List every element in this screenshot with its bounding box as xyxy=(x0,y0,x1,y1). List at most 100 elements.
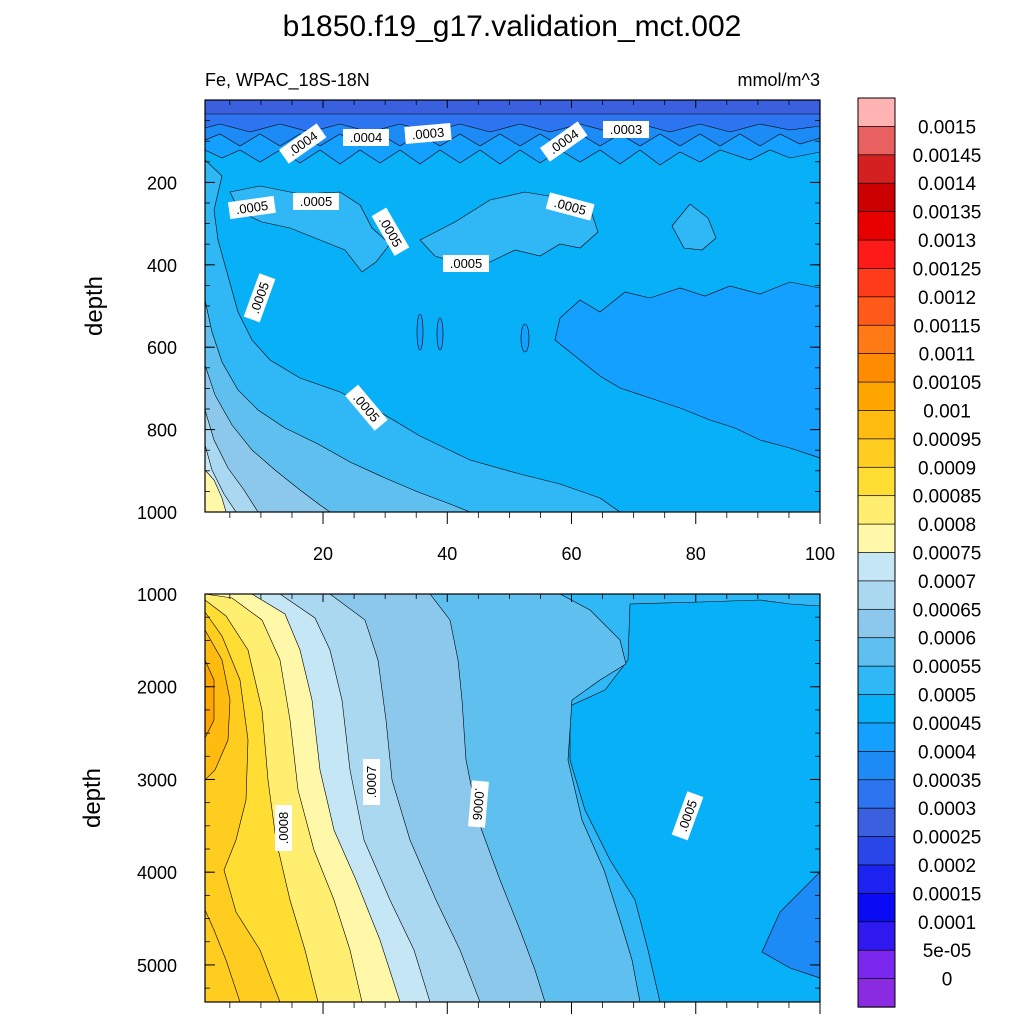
contour-label-box xyxy=(343,129,389,146)
contour-line xyxy=(205,909,241,1002)
bottom-panel-fills xyxy=(205,594,820,1002)
colorbar-swatch xyxy=(857,296,896,326)
contour-label-box xyxy=(603,121,649,138)
contour-label: .0005 xyxy=(545,192,595,221)
colorbar-swatch xyxy=(857,495,896,525)
contour-label: .0003 xyxy=(404,123,452,144)
colorbar-label: 0.0008 xyxy=(918,515,976,536)
colorbar-label: 0.0015 xyxy=(918,117,976,138)
fill-region xyxy=(205,299,471,512)
colorbar-swatch xyxy=(857,239,896,270)
colorbar-swatch xyxy=(857,182,896,213)
x-tick-label: 40 xyxy=(437,544,457,564)
top-panel-ylabel: depth xyxy=(81,276,108,336)
colorbar-label: 5e-05 xyxy=(923,941,972,962)
colorbar-label: 0.0006 xyxy=(918,629,976,650)
contour-label-box xyxy=(539,121,588,162)
contour-label-text: .0005 xyxy=(235,198,269,217)
colorbar-label: 0.00085 xyxy=(913,487,982,508)
top-contour-labels: .0004.0004.0003.0004.0003.0005.0005.0005… xyxy=(227,121,649,431)
y-tick-label: 4000 xyxy=(137,863,177,883)
colorbar-label: 0.0004 xyxy=(918,742,977,763)
contour-label-box xyxy=(345,384,388,431)
colorbar-swatch xyxy=(857,211,896,241)
colorbar: 0.0015 0.00145 0.0014 0.00135 0.0013 0.00125 0… xyxy=(857,97,982,1008)
colorbar-label: 0.0002 xyxy=(918,856,976,877)
fill-region xyxy=(205,629,231,781)
x-tick-label: 20 xyxy=(313,544,333,564)
top-panel-ticks: 200 400 600 800 1000 20 40 60 80 100 xyxy=(137,99,835,564)
colorbar-label: 0.0012 xyxy=(918,288,976,309)
contour-label-box xyxy=(468,780,489,828)
colorbar-swatch xyxy=(857,750,896,781)
colorbar-label: 0.0005 xyxy=(918,686,976,707)
contour-label-box xyxy=(443,255,489,272)
contour-label: .0003 xyxy=(603,121,649,138)
colorbar-swatch xyxy=(857,126,896,156)
bottom-panel-ticks: 1000 2000 3000 4000 5000 xyxy=(137,585,821,1014)
contour-label-box xyxy=(363,759,380,805)
x-tick-label: 60 xyxy=(561,544,581,564)
contour-label-box xyxy=(404,123,452,144)
colorbar-swatch xyxy=(857,268,896,298)
contour-label-box xyxy=(545,192,595,221)
bottom-panel-frame xyxy=(204,593,821,1003)
colorbar-label: 0.0009 xyxy=(918,458,976,479)
contour-label-text: .0003 xyxy=(610,122,643,137)
contour-label-text: .0008 xyxy=(276,812,291,845)
colorbar-swatch xyxy=(857,893,896,923)
contour-label: .0004 xyxy=(278,123,327,164)
contour-line xyxy=(436,317,444,351)
contour-label-text: .0006 xyxy=(470,787,488,821)
colorbar-swatch xyxy=(857,580,896,610)
top-panel-fills xyxy=(205,100,820,512)
contour-label: .0005 xyxy=(293,193,339,210)
colorbar-label: 0.00105 xyxy=(913,373,982,394)
colorbar-label: 0.0003 xyxy=(918,799,976,820)
colorbar-swatch xyxy=(857,381,896,412)
contour-label-box xyxy=(243,273,276,323)
contour-label-text: .0004 xyxy=(350,130,383,145)
colorbar-swatch xyxy=(857,608,896,639)
contour-label: .0006 xyxy=(468,780,489,828)
y-tick-label: 3000 xyxy=(137,770,177,790)
colorbar-label: 0.00145 xyxy=(913,146,982,167)
fill-region xyxy=(671,203,717,251)
fill-region xyxy=(205,469,227,512)
variable-subtitle: Fe, WPAC_18S-18N xyxy=(205,70,370,91)
contour-label: .0005 xyxy=(443,255,489,272)
colorbar-label: 0.00095 xyxy=(913,430,982,451)
colorbar-frame xyxy=(857,97,896,1008)
colorbar-label: 0.00015 xyxy=(913,884,982,905)
colorbar-swatch xyxy=(857,438,896,468)
colorbar-label: 0.0011 xyxy=(919,345,976,366)
y-tick-label: 800 xyxy=(147,421,177,441)
contour-line xyxy=(520,323,530,353)
contour-label: .0004 xyxy=(343,129,389,146)
colorbar-label: 0.00055 xyxy=(913,657,982,678)
contour-label-box xyxy=(671,791,704,841)
colorbar-swatch xyxy=(857,552,896,582)
colorbar-label: 0.0001 xyxy=(918,913,976,934)
y-tick-label: 2000 xyxy=(137,678,177,698)
fill-region xyxy=(205,100,820,115)
top-panel: 200 400 600 800 1000 20 40 60 80 100 .0004 .0004 .0… xyxy=(81,99,835,564)
colorbar-swatch xyxy=(857,466,896,497)
colorbar-label: 0.0013 xyxy=(918,231,976,252)
contour-label-box xyxy=(227,195,276,220)
contour-label-text: .0007 xyxy=(364,766,379,799)
colorbar-swatch xyxy=(857,807,896,838)
colorbar-label: 0.00075 xyxy=(913,544,982,565)
colorbar-label: 0.00125 xyxy=(913,259,982,280)
fill-region xyxy=(761,871,820,979)
colorbar-swatch xyxy=(857,836,896,866)
colorbar-swatch xyxy=(857,694,896,724)
colorbar-label: 0.0007 xyxy=(918,572,976,593)
contour-label-text: .0005 xyxy=(450,256,483,271)
y-tick-label: 200 xyxy=(147,173,177,193)
colorbar-label: 0.0014 xyxy=(918,174,977,195)
colorbar-swatch xyxy=(857,410,896,440)
chart-title: b1850.f19_g17.validation_mct.002 xyxy=(283,10,742,43)
units-subtitle: mmol/m^3 xyxy=(738,70,820,90)
